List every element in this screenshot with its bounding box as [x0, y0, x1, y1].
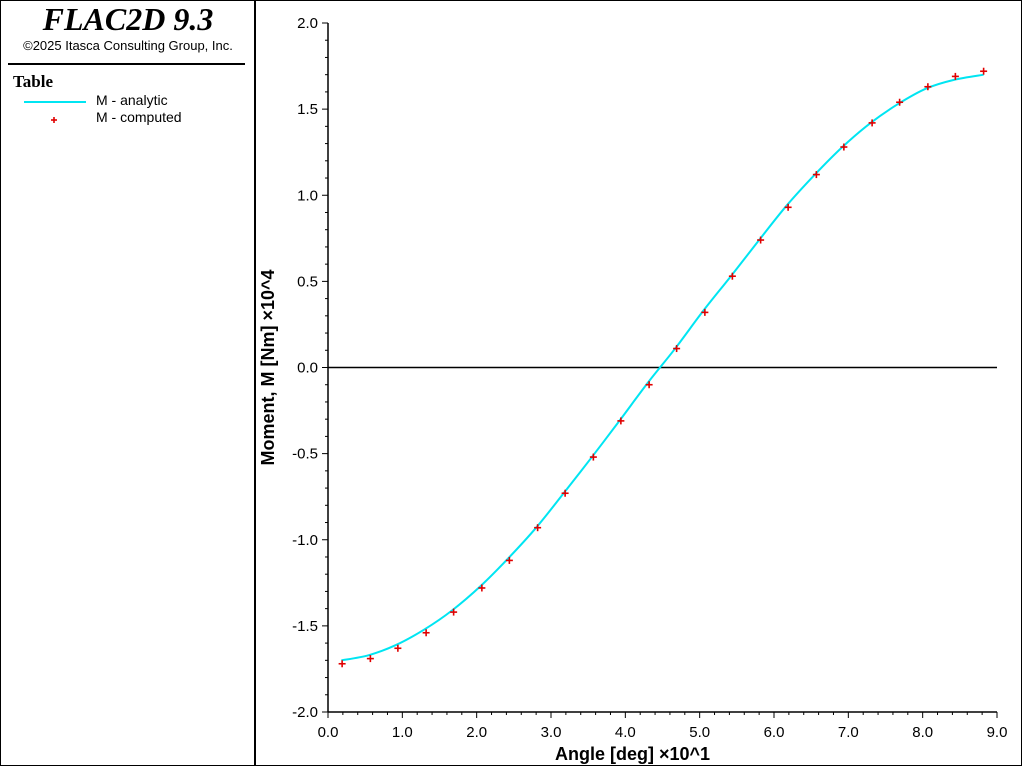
moment-angle-chart: 2.01.51.00.50.0-0.5-1.0-1.5-2.00.0 1.0 2.0… [258, 15, 1007, 764]
x-tick-label: 6.0 [764, 724, 785, 741]
copyright-text: ©2025 Itasca Consulting Group, Inc. [23, 38, 233, 53]
computed-point [980, 67, 988, 75]
computed-point [338, 660, 346, 668]
x-tick-label: 8.0 [912, 724, 933, 741]
x-tick-label: 1.0 [392, 724, 413, 741]
computed-point [505, 556, 513, 564]
computed-point [478, 584, 486, 592]
y-axis-label: Moment, M [Nm] ×10^4 [258, 269, 278, 465]
y-tick-label: 0.0 [297, 360, 318, 377]
legend-label-computed: M - computed [96, 109, 182, 125]
computed-point [422, 629, 430, 637]
computed-point [784, 203, 792, 211]
y-tick-label: -1.5 [292, 618, 318, 635]
sidebar-panel: FLAC2D 9.3 ©2025 Itasca Consulting Group… [0, 0, 256, 766]
computed-point [868, 119, 876, 127]
computed-point [534, 524, 542, 532]
sidebar-divider [8, 63, 245, 65]
computed-point [394, 644, 402, 652]
computed-point [924, 83, 932, 91]
computed-point [896, 98, 904, 106]
computed-point [561, 489, 569, 497]
x-tick-label: 7.0 [838, 724, 859, 741]
app-title: FLAC2D 9.3 [42, 1, 214, 37]
computed-point [673, 345, 681, 353]
plot-area: 2.0 1.5 1.0 0.5 0.0 -0.5 -1.0 -1.5 -2.0 0.0 1.0 2.0… [256, 0, 1022, 766]
computed-point [951, 72, 959, 80]
computed-series-group [338, 67, 988, 668]
y-tick-label: -1.0 [292, 532, 318, 549]
computed-point [757, 236, 765, 244]
computed-point [450, 608, 458, 616]
x-axis-label: Angle [deg] ×10^1 [555, 744, 710, 764]
x-tick-label: 5.0 [689, 724, 710, 741]
y-tick-label: 1.5 [297, 101, 318, 118]
computed-point [617, 417, 625, 425]
y-tick-label: 0.5 [297, 273, 318, 290]
legend-item-computed: M - computed [0, 108, 256, 126]
axes-group: 2.01.51.00.50.0-0.5-1.0-1.5-2.00.0 1.0 2.0… [292, 15, 1007, 741]
computed-point [701, 308, 709, 316]
x-tick-label: 3.0 [541, 724, 562, 741]
computed-point [812, 171, 820, 179]
x-tick-label: 0.0 [318, 724, 339, 741]
y-tick-label: 1.0 [297, 187, 318, 204]
computed-point [840, 143, 848, 151]
analytic-series-line [341, 73, 984, 662]
computed-point [728, 272, 736, 280]
y-tick-label: -2.0 [292, 704, 318, 721]
computed-point [366, 655, 374, 663]
legend-label-analytic: M - analytic [96, 92, 168, 108]
legend-line-icon [24, 101, 86, 103]
y-tick-label: 2.0 [297, 15, 318, 32]
legend-item-analytic: M - analytic [0, 91, 256, 109]
analytic-series-group [341, 73, 984, 662]
legend-title: Table [13, 72, 54, 91]
y-tick-label: -0.5 [292, 446, 318, 463]
legend-plus-marker-icon [51, 117, 57, 123]
x-tick-label: 2.0 [466, 724, 487, 741]
computed-point [645, 381, 653, 389]
computed-point [589, 453, 597, 461]
x-tick-label: 4.0 [615, 724, 636, 741]
x-tick-label: 9.0 [987, 724, 1008, 741]
